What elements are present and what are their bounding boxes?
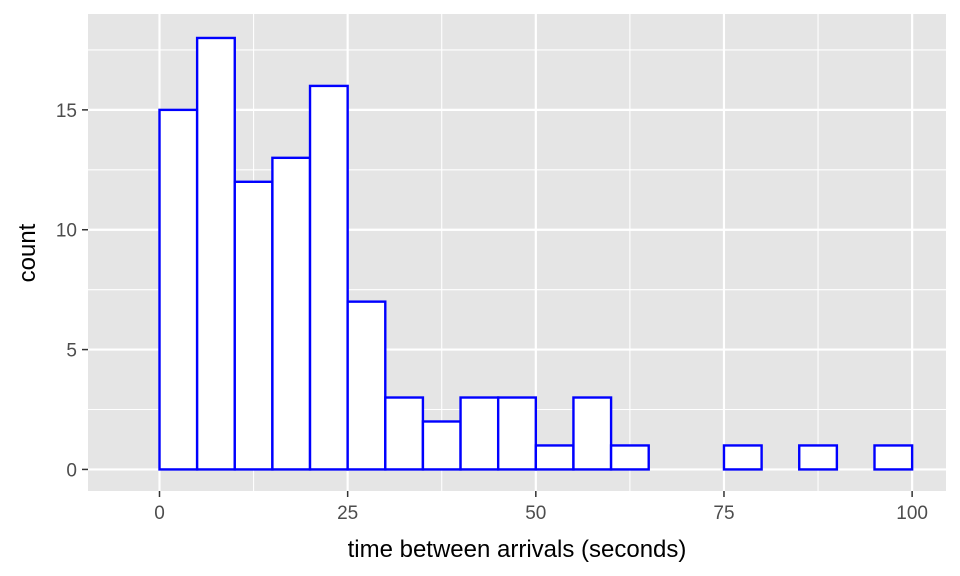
x-tick-label: 100 (896, 503, 928, 524)
y-axis-title: count (14, 223, 41, 282)
histogram-bar-12 (609, 444, 650, 471)
x-axis-title: time between arrivals (seconds) (348, 536, 687, 563)
histogram-bar-8 (459, 396, 500, 471)
x-tick-label: 50 (525, 503, 546, 524)
y-tick-label: 0 (66, 460, 77, 481)
y-tick-label: 5 (66, 341, 77, 362)
histogram-bar-3 (271, 156, 312, 471)
histogram-bar-15 (722, 444, 763, 471)
histogram-bar-9 (496, 396, 538, 471)
histogram-bar-7 (421, 420, 462, 471)
histogram-bars (158, 36, 914, 471)
histogram-bar-19 (873, 444, 914, 471)
histogram-bar-1 (195, 36, 236, 471)
x-tick-label: 0 (154, 503, 165, 524)
x-tick-label: 25 (337, 503, 358, 524)
histogram-bar-4 (308, 84, 349, 471)
x-axis: 0 25 50 75 100 (154, 491, 928, 524)
histogram-bar-17 (798, 444, 839, 471)
histogram-bar-0 (158, 108, 199, 471)
histogram-bar-2 (233, 180, 274, 471)
y-axis: 0 5 10 15 (56, 101, 88, 481)
histogram-bar-10 (534, 444, 575, 471)
histogram-bar-6 (384, 396, 425, 471)
y-tick-label: 15 (56, 101, 77, 122)
x-tick-label: 75 (713, 503, 734, 524)
histogram-bar-11 (572, 396, 613, 471)
y-tick-label: 10 (56, 221, 77, 242)
histogram-bar-5 (346, 300, 387, 471)
